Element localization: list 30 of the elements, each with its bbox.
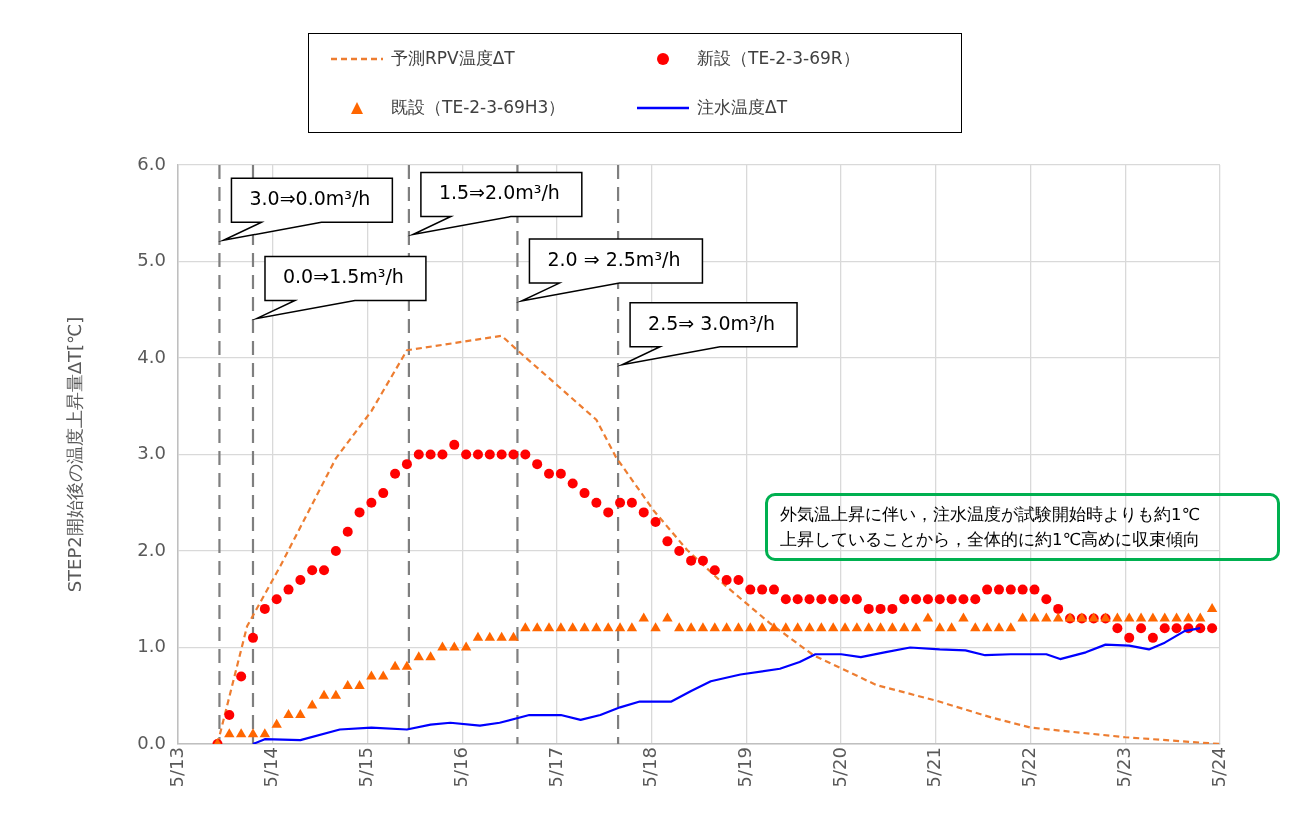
x-tick-label: 5/16 [449, 747, 471, 788]
ref-line-label: 2.5⇒ 3.0m³/h [648, 311, 776, 334]
legend-label: 既設（TE-2-3-69H3） [391, 96, 566, 119]
x-tick-label: 5/17 [544, 747, 566, 788]
x-tick-label: 5/13 [165, 747, 187, 788]
legend-label: 予測RPV温度ΔT [391, 47, 515, 70]
y-tick-label: 1.0 [137, 635, 166, 657]
y-tick-label: 0.0 [137, 731, 166, 753]
x-tick-label: 5/15 [355, 747, 377, 788]
y-axis-title: STEP2開始後の温度上昇量ΔT[℃] [64, 316, 86, 593]
x-tick-label: 5/21 [923, 747, 945, 788]
x-tick-label: 5/18 [639, 747, 661, 788]
ref-line-label: 0.0⇒1.5m³/h [282, 265, 404, 288]
x-tick-label: 5/22 [1018, 747, 1040, 788]
x-tick-label: 5/14 [260, 747, 282, 788]
y-tick-label: 6.0 [137, 152, 166, 174]
x-tick-label: 5/20 [828, 747, 850, 788]
y-tick-label: 3.0 [137, 442, 166, 464]
x-tick-label: 5/24 [1207, 747, 1229, 788]
legend-label: 新設（TE-2-3-69R） [697, 47, 860, 70]
x-tick-label: 5/19 [734, 747, 756, 788]
y-tick-label: 2.0 [137, 538, 166, 560]
ref-line-label: 1.5⇒2.0m³/h [438, 181, 560, 204]
legend-label: 注水温度ΔT [697, 96, 788, 119]
ref-line-label: 2.0 ⇒ 2.5m³/h [547, 248, 681, 270]
y-tick-label: 4.0 [137, 345, 166, 367]
x-tick-label: 5/23 [1112, 747, 1134, 788]
annotation: 外気温上昇に伴い，注水温度が試験開始時よりも約1℃ 上昇していることから，全体的に約1℃高めに収束傾向 [765, 493, 1280, 561]
y-tick-label: 5.0 [137, 249, 166, 271]
ref-line-label: 3.0⇒0.0m³/h [249, 187, 371, 210]
